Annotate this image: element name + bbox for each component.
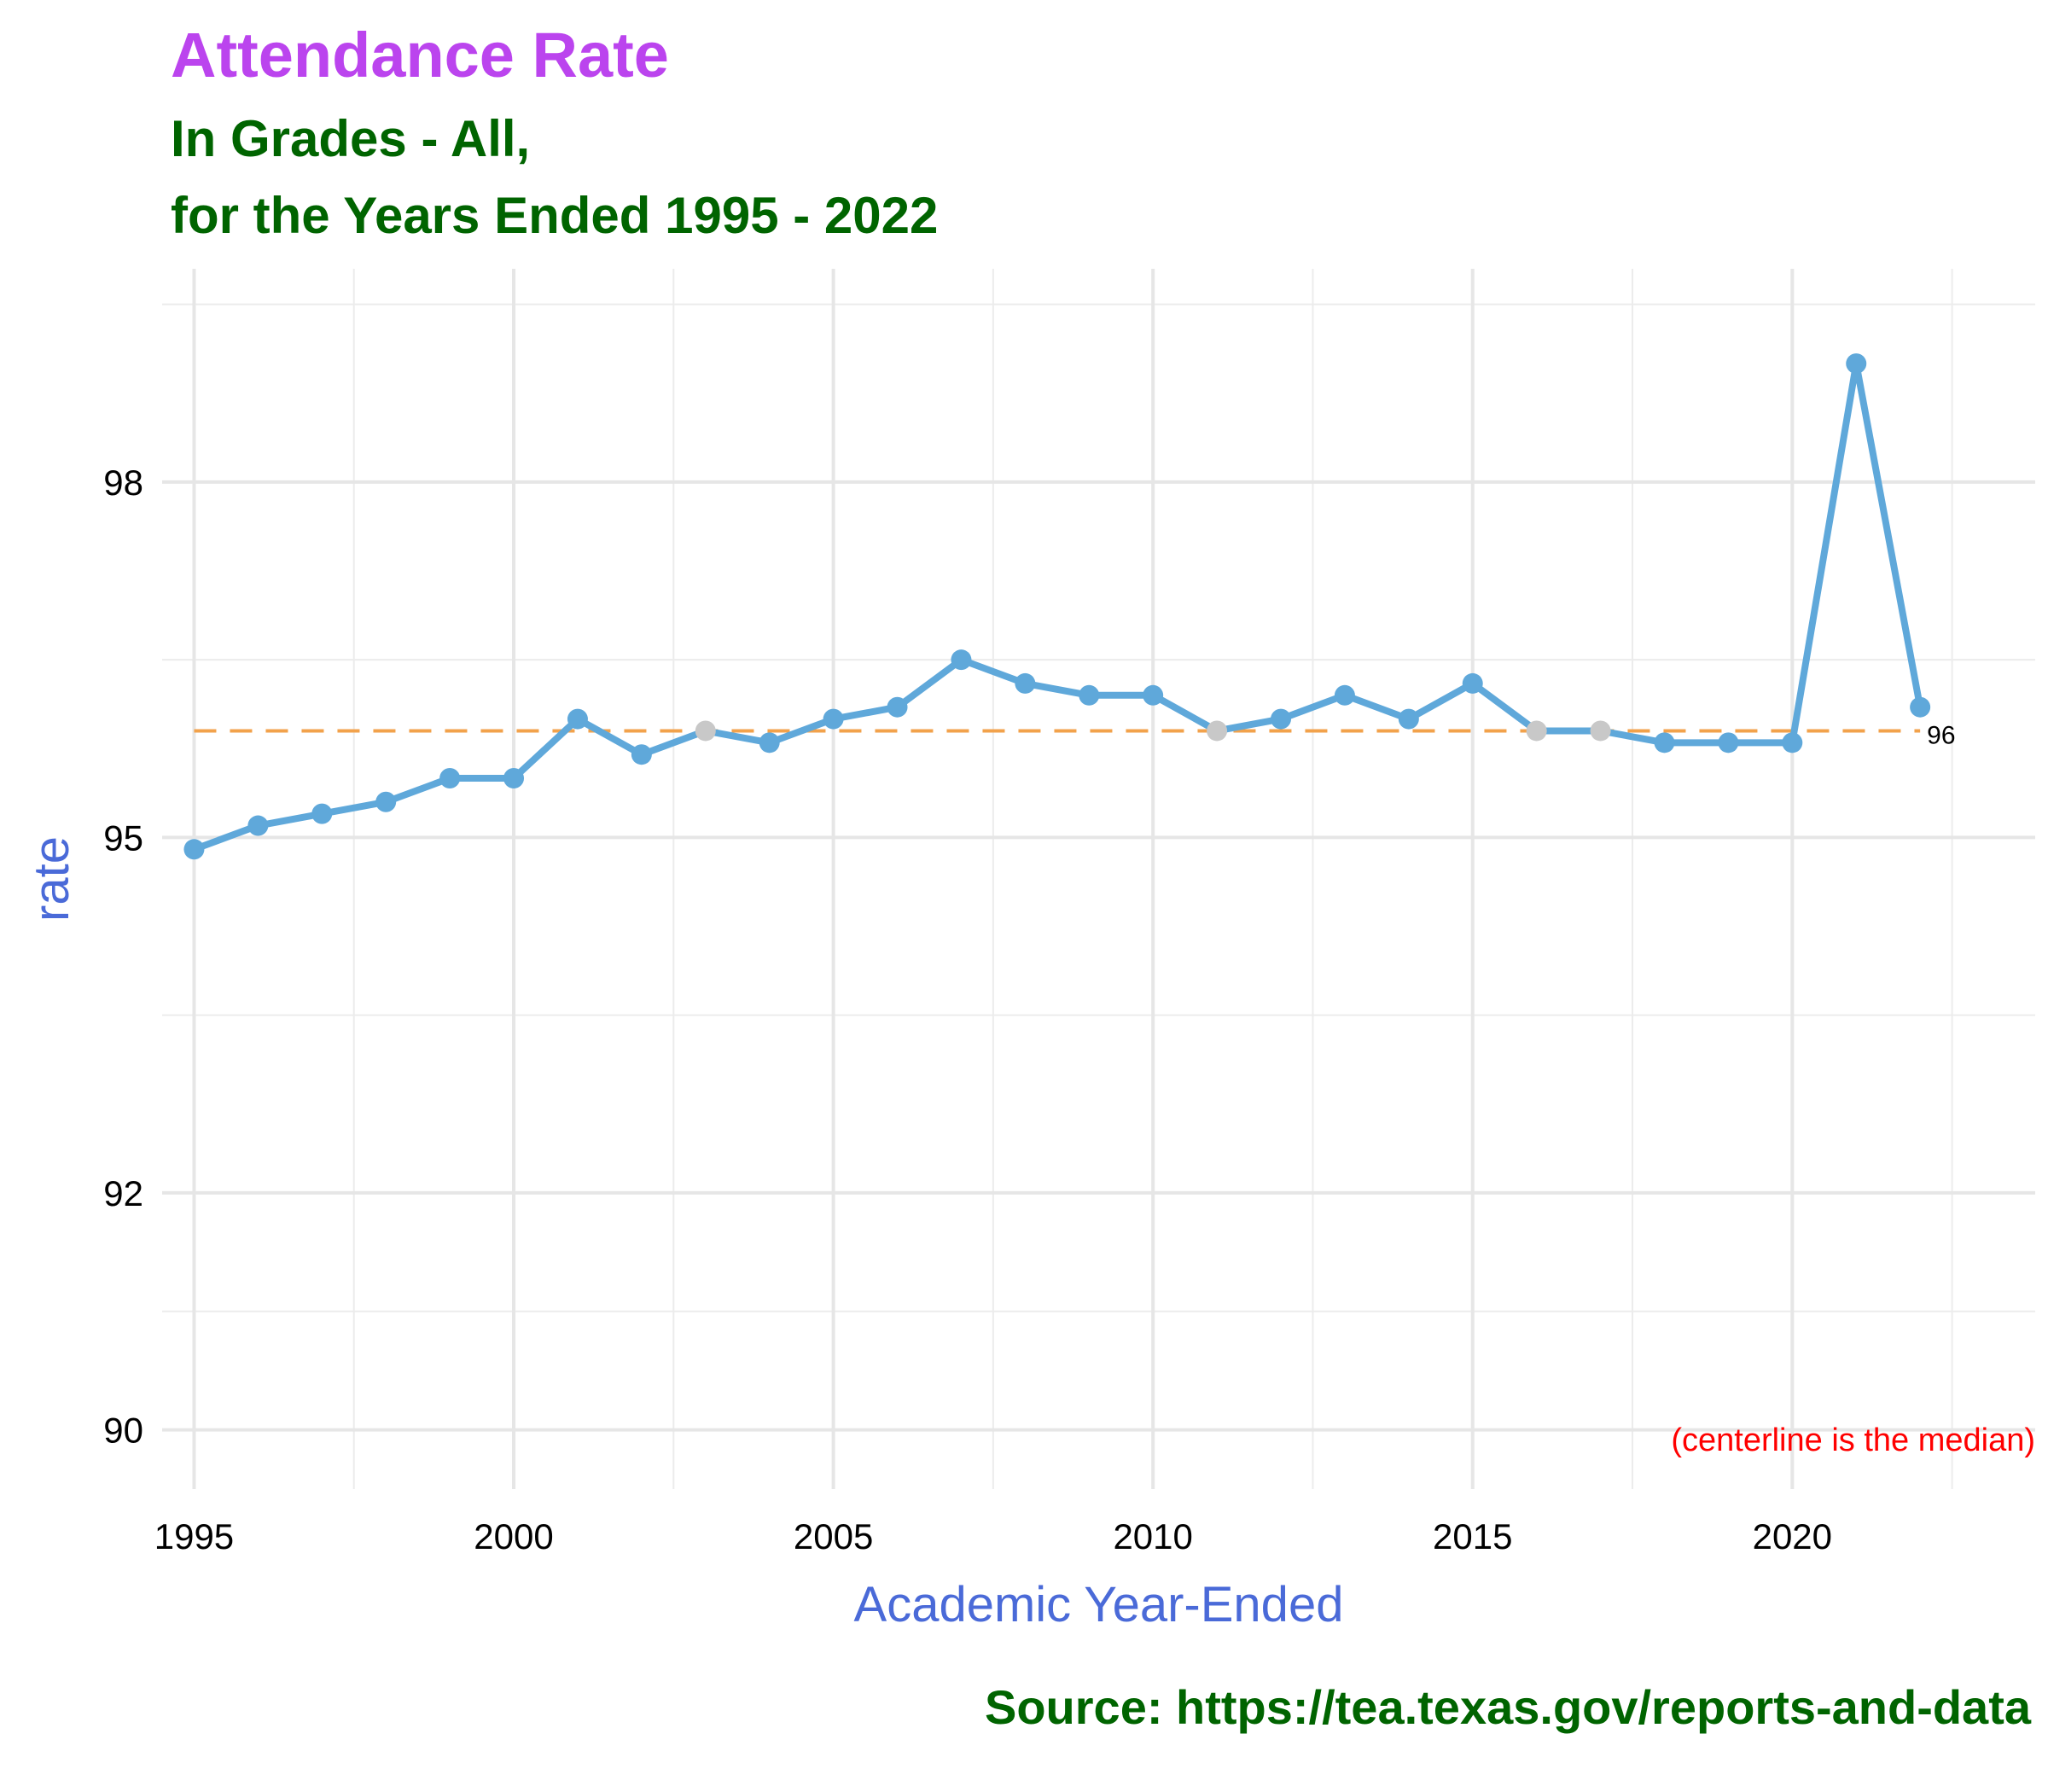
data-point — [695, 720, 716, 742]
data-point — [1334, 684, 1355, 706]
chart-subtitle-line-2: for the Years Ended 1995 - 2022 — [171, 187, 939, 244]
data-point — [1271, 708, 1292, 730]
data-point — [1207, 720, 1228, 742]
x-axis-title: Academic Year-Ended — [854, 1577, 1344, 1632]
x-tick-label: 2020 — [1753, 1516, 1832, 1556]
data-point — [311, 803, 333, 824]
y-tick-label: 98 — [103, 463, 143, 503]
x-tick-label: 2000 — [474, 1516, 553, 1556]
data-point — [823, 708, 844, 730]
data-point — [1462, 672, 1483, 694]
data-point — [951, 649, 972, 671]
source-caption: Source: https://tea.texas.gov/reports-an… — [984, 1680, 2031, 1734]
centerline-value-label: 96 — [1927, 721, 1955, 749]
y-tick-label: 92 — [103, 1173, 143, 1213]
data-point — [1782, 732, 1803, 753]
median-note: (centerline is the median) — [1671, 1423, 2035, 1458]
data-point — [631, 744, 652, 765]
x-tick-label: 1995 — [154, 1516, 234, 1556]
chart-title: Attendance Rate — [171, 20, 669, 90]
data-point — [1015, 672, 1036, 694]
chart-subtitle-line-1: In Grades - All, — [171, 110, 531, 167]
data-point — [1654, 732, 1675, 753]
x-tick-label: 2010 — [1113, 1516, 1192, 1556]
data-point — [375, 791, 397, 812]
y-tick-label: 95 — [103, 817, 143, 858]
data-point — [759, 732, 780, 753]
data-point — [1910, 696, 1931, 718]
data-point — [1398, 708, 1419, 730]
data-point — [1590, 720, 1611, 742]
data-point — [439, 767, 461, 788]
data-point — [503, 767, 525, 788]
grid-major — [162, 269, 2035, 1489]
data-point — [1526, 720, 1547, 742]
data-point — [1846, 353, 1867, 375]
y-tick-label: 90 — [103, 1411, 143, 1451]
y-axis-title: rate — [24, 836, 79, 922]
data-point — [183, 839, 205, 860]
labels-layer: 96 — [1927, 721, 1955, 749]
data-point — [1079, 684, 1100, 706]
series-layer — [190, 360, 1924, 853]
x-tick-label: 2005 — [794, 1516, 873, 1556]
points-layer — [183, 353, 1931, 860]
data-point — [1718, 732, 1739, 753]
grid-minor — [162, 269, 2035, 1489]
x-tick-label: 2015 — [1433, 1516, 1512, 1556]
attendance-rate-line — [190, 360, 1924, 853]
data-point — [567, 708, 588, 730]
data-point — [887, 696, 908, 718]
data-point — [1143, 684, 1164, 706]
ticks-layer: 1995 2000 2005 2010 2015 2020 90 92 95 98 — [103, 463, 1832, 1556]
data-point — [247, 815, 269, 836]
